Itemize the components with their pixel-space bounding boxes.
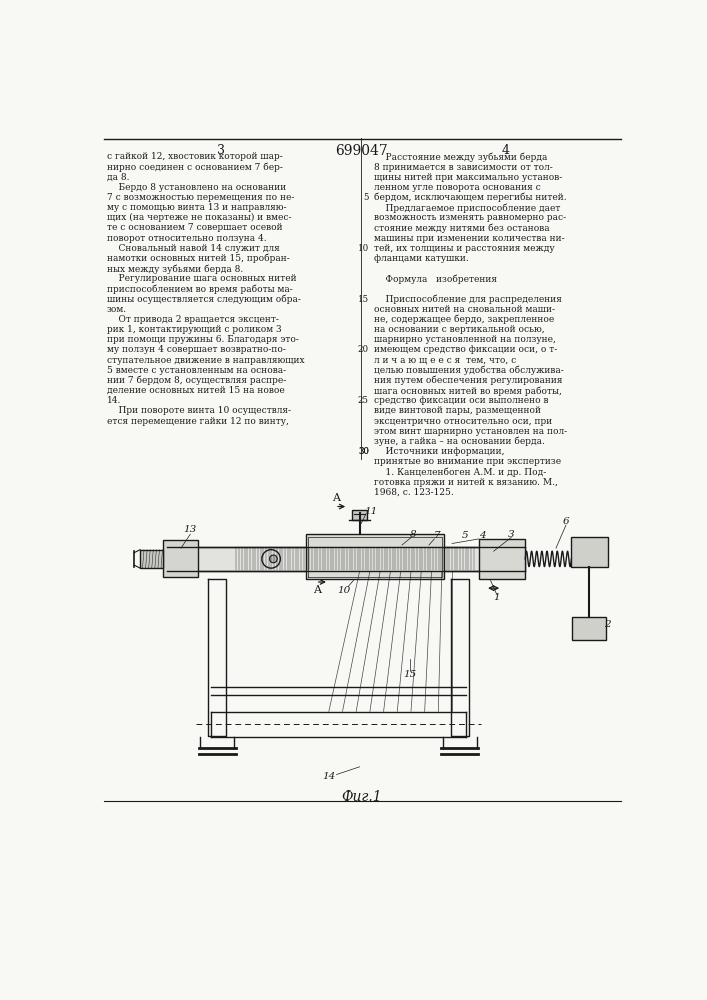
- Circle shape: [269, 555, 277, 563]
- Text: принятые во внимание при экспертизе: принятые во внимание при экспертизе: [373, 457, 561, 466]
- Text: 5 вместе с установленным на основа-: 5 вместе с установленным на основа-: [107, 366, 286, 375]
- Text: поворот относительно ползуна 4.: поворот относительно ползуна 4.: [107, 234, 267, 243]
- Text: фланцами катушки.: фланцами катушки.: [373, 254, 468, 263]
- Text: 15: 15: [403, 670, 416, 679]
- Text: имеющем средство фиксации оси, о т-: имеющем средство фиксации оси, о т-: [373, 345, 556, 354]
- Text: 5: 5: [462, 531, 469, 540]
- Text: возможность изменять равномерно рас-: возможность изменять равномерно рас-: [373, 213, 566, 222]
- Text: 30: 30: [358, 447, 369, 456]
- Text: 4: 4: [479, 531, 486, 540]
- Text: При повороте винта 10 осуществля-: При повороте винта 10 осуществля-: [107, 406, 291, 415]
- Text: шага основных нитей во время работы,: шага основных нитей во время работы,: [373, 386, 561, 396]
- Text: Предлагаемое приспособление дает: Предлагаемое приспособление дает: [373, 203, 560, 213]
- Text: зуне, а гайка – на основании берда.: зуне, а гайка – на основании берда.: [373, 437, 544, 446]
- Text: 25: 25: [358, 396, 369, 405]
- Bar: [167, 547, 525, 571]
- Text: щих (на чертеже не показаны) и вмес-: щих (на чертеже не показаны) и вмес-: [107, 213, 291, 222]
- Text: машины при изменении количества ни-: машины при изменении количества ни-: [373, 234, 564, 243]
- Text: нирно соединен с основанием 7 бер-: нирно соединен с основанием 7 бер-: [107, 163, 283, 172]
- Text: 6: 6: [563, 517, 569, 526]
- Text: 8 принимается в зависимости от тол-: 8 принимается в зависимости от тол-: [373, 163, 552, 172]
- Text: приспособлением во время работы ма-: приспособлением во время работы ма-: [107, 284, 293, 294]
- Text: 3: 3: [508, 530, 515, 539]
- Text: 20: 20: [358, 345, 369, 354]
- Text: те с основанием 7 совершает осевой: те с основанием 7 совершает осевой: [107, 223, 283, 232]
- Text: От привода 2 вращается эксцент-: От привода 2 вращается эксцент-: [107, 315, 279, 324]
- Text: шарнирно установленной на ползуне,: шарнирно установленной на ползуне,: [373, 335, 556, 344]
- Text: 15: 15: [358, 295, 369, 304]
- Text: ния путем обеспечения регулирования: ния путем обеспечения регулирования: [373, 376, 562, 385]
- Text: 4: 4: [502, 144, 510, 157]
- Text: 30: 30: [358, 447, 369, 456]
- Circle shape: [484, 553, 497, 565]
- Text: деление основных нитей 15 на новое: деление основных нитей 15 на новое: [107, 386, 285, 395]
- Text: целью повышения удобства обслужива-: целью повышения удобства обслужива-: [373, 366, 563, 375]
- Text: Источники информации,: Источники информации,: [373, 447, 504, 456]
- Text: Бердо 8 установлено на основании: Бердо 8 установлено на основании: [107, 183, 286, 192]
- Text: ных между зубьями берда 8.: ных между зубьями берда 8.: [107, 264, 243, 274]
- Text: 1: 1: [493, 593, 500, 602]
- Text: 10: 10: [358, 244, 369, 253]
- Text: ленном угле поворота основания с: ленном угле поворота основания с: [373, 183, 540, 192]
- Text: Регулирование шага основных нитей: Регулирование шага основных нитей: [107, 274, 297, 283]
- Text: да 8.: да 8.: [107, 173, 129, 182]
- Text: 13: 13: [184, 525, 197, 534]
- Text: на основании с вертикальной осью,: на основании с вертикальной осью,: [373, 325, 544, 334]
- Text: 3: 3: [217, 144, 225, 157]
- Bar: [305, 534, 444, 579]
- Text: щины нитей при максимально установ-: щины нитей при максимально установ-: [373, 173, 562, 182]
- Text: 11: 11: [365, 507, 378, 516]
- Text: намотки основных нитей 15, пробран-: намотки основных нитей 15, пробран-: [107, 254, 290, 263]
- Text: 1968, с. 123-125.: 1968, с. 123-125.: [373, 488, 453, 497]
- Text: Расстояние между зубьями берда: Расстояние между зубьями берда: [373, 152, 547, 162]
- Text: нии 7 бердом 8, осуществляя распре-: нии 7 бердом 8, осуществляя распре-: [107, 376, 286, 385]
- Text: 8: 8: [410, 530, 417, 539]
- Text: 7: 7: [433, 531, 440, 540]
- Bar: [571, 537, 607, 567]
- Text: A: A: [313, 585, 321, 595]
- Text: готовка пряжи и нитей к вязанию. М.,: готовка пряжи и нитей к вязанию. М.,: [373, 478, 557, 487]
- Text: основных нитей на сновальной маши-: основных нитей на сновальной маши-: [373, 305, 554, 314]
- Bar: [163, 540, 198, 577]
- Text: 7 с возможностью перемещения по не-: 7 с возможностью перемещения по не-: [107, 193, 294, 202]
- Text: виде винтовой пары, размещенной: виде винтовой пары, размещенной: [373, 406, 541, 415]
- Text: стояние между нитями без останова: стояние между нитями без останова: [373, 223, 549, 233]
- Text: тей, их толщины и расстояния между: тей, их толщины и расстояния между: [373, 244, 554, 253]
- Text: ется перемещение гайки 12 по винту,: ется перемещение гайки 12 по винту,: [107, 417, 289, 426]
- Text: 14: 14: [322, 772, 335, 781]
- Bar: [479, 539, 525, 579]
- Text: с гайкой 12, хвостовик которой шар-: с гайкой 12, хвостовик которой шар-: [107, 152, 283, 161]
- Text: при помощи пружины 6. Благодаря это-: при помощи пружины 6. Благодаря это-: [107, 335, 299, 344]
- Text: му с помощью винта 13 и направляю-: му с помощью винта 13 и направляю-: [107, 203, 286, 212]
- Text: л и ч а ю щ е е с я  тем, что, с: л и ч а ю щ е е с я тем, что, с: [373, 356, 515, 365]
- Text: 2: 2: [604, 620, 611, 629]
- Text: 10: 10: [338, 586, 351, 595]
- Text: не, содержащее бердо, закрепленное: не, содержащее бердо, закрепленное: [373, 315, 554, 324]
- Text: Фиг.1: Фиг.1: [341, 790, 382, 804]
- Text: Формула   изобретения: Формула изобретения: [373, 274, 496, 284]
- Text: рик 1, контактирующий с роликом 3: рик 1, контактирующий с роликом 3: [107, 325, 281, 334]
- Bar: [352, 510, 368, 520]
- Text: му ползун 4 совершает возвратно-по-: му ползун 4 совершает возвратно-по-: [107, 345, 286, 354]
- Text: 699047: 699047: [336, 144, 388, 158]
- Text: Сновальный навой 14 служит для: Сновальный навой 14 служит для: [107, 244, 280, 253]
- Text: этом винт шарнирно установлен на пол-: этом винт шарнирно установлен на пол-: [373, 427, 566, 436]
- Text: 5: 5: [363, 193, 369, 202]
- Text: 14.: 14.: [107, 396, 122, 405]
- Text: эксцентрично относительно оси, при: эксцентрично относительно оси, при: [373, 417, 551, 426]
- Text: зом.: зом.: [107, 305, 127, 314]
- Bar: [572, 617, 606, 640]
- Circle shape: [262, 550, 281, 568]
- Text: шины осуществляется следующим обра-: шины осуществляется следующим обра-: [107, 295, 301, 304]
- Text: ступательное движение в направляющих: ступательное движение в направляющих: [107, 356, 305, 365]
- Text: средство фиксации оси выполнено в: средство фиксации оси выполнено в: [373, 396, 548, 405]
- Text: A: A: [332, 493, 341, 503]
- Circle shape: [489, 557, 493, 561]
- Text: 1. Канцеленбоген А.М. и др. Под-: 1. Канцеленбоген А.М. и др. Под-: [373, 467, 546, 477]
- Text: Приспособление для распределения: Приспособление для распределения: [373, 295, 561, 304]
- Text: бердом, исключающем перегибы нитей.: бердом, исключающем перегибы нитей.: [373, 193, 566, 202]
- Bar: [140, 550, 163, 568]
